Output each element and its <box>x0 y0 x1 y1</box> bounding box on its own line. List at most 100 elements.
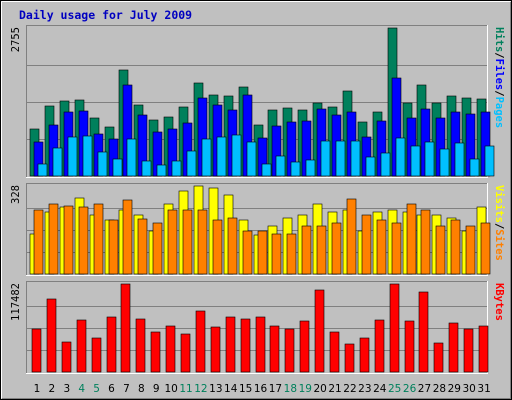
bar-sites-day-4 <box>78 206 89 275</box>
x-tick-label: 11 <box>179 383 192 395</box>
chart-title: Daily usage for July 2009 <box>19 8 192 22</box>
legend-entry: Files <box>493 59 505 91</box>
bar-sites-day-7 <box>122 199 133 275</box>
x-tick-label: 5 <box>93 383 100 395</box>
bar-pages-day-15 <box>246 141 257 177</box>
x-tick-label: 15 <box>239 383 252 395</box>
bar-pages-day-26 <box>410 145 421 177</box>
bar-pages-day-21 <box>335 140 346 177</box>
bar-kbytes-day-11 <box>180 333 191 373</box>
bar-sites-day-24 <box>376 219 387 275</box>
bar-sites-day-21 <box>331 222 342 275</box>
legend-entry: / <box>493 223 505 229</box>
bar-pages-day-5 <box>97 151 108 177</box>
bar-sites-day-29 <box>450 219 461 275</box>
bar-pages-day-13 <box>216 136 227 177</box>
bar-kbytes-day-29 <box>448 322 459 373</box>
x-tick-label: 23 <box>358 383 371 395</box>
x-tick-label: 10 <box>164 383 177 395</box>
x-tick-label: 12 <box>194 383 207 395</box>
panel-1: 2755 Hits/Files/Pages <box>10 25 505 178</box>
bar-pages-day-16 <box>261 163 272 177</box>
bar-sites-day-19 <box>301 225 312 275</box>
x-tick-label: 13 <box>209 383 222 395</box>
bar-pages-day-31 <box>484 145 495 177</box>
bar-kbytes-day-6 <box>106 316 117 373</box>
bar-sites-day-26 <box>406 203 417 275</box>
bar-sites-day-20 <box>316 225 327 275</box>
x-tick-label: 24 <box>373 383 387 395</box>
bar-pages-day-8 <box>141 160 152 177</box>
x-tick-label: 19 <box>299 383 312 395</box>
bar-kbytes-day-17 <box>269 325 280 373</box>
bar-pages-day-23 <box>365 156 376 177</box>
x-tick-label: 7 <box>123 383 130 395</box>
legend-entry: Pages <box>493 97 505 129</box>
bar-kbytes-day-23 <box>359 337 370 373</box>
bar-sites-day-23 <box>361 214 372 275</box>
x-tick-label: 26 <box>403 383 417 395</box>
bar-pages-day-18 <box>290 161 301 177</box>
x-tick-label: 20 <box>313 383 326 395</box>
x-tick-label: 22 <box>343 383 356 395</box>
bar-sites-day-13 <box>212 219 223 275</box>
bar-kbytes-day-18 <box>284 328 295 373</box>
legend-entry: Visits <box>493 185 505 223</box>
x-tick-label: 25 <box>388 383 401 395</box>
x-tick-label: 2 <box>49 383 56 395</box>
bar-pages-day-17 <box>275 155 286 177</box>
series-legend: Hits/Files/Pages <box>493 27 505 128</box>
x-tick-label: 31 <box>477 383 490 395</box>
bar-kbytes-day-16 <box>255 316 266 373</box>
bar-sites-day-17 <box>271 233 282 275</box>
x-tick-label: 6 <box>108 383 115 395</box>
bar-kbytes-day-14 <box>225 316 236 373</box>
x-tick-label: 30 <box>463 383 476 395</box>
y-max-label: 117482 <box>10 283 22 321</box>
bar-pages-day-11 <box>186 150 197 177</box>
bar-kbytes-day-3 <box>61 341 72 373</box>
x-tick-label: 21 <box>328 383 341 395</box>
bar-pages-day-12 <box>201 138 212 177</box>
bar-pages-day-3 <box>67 136 78 177</box>
bar-kbytes-day-26 <box>404 320 415 373</box>
bar-sites-day-18 <box>286 233 297 275</box>
bar-sites-day-5 <box>93 203 104 275</box>
bar-pages-day-4 <box>82 135 93 177</box>
bar-kbytes-day-20 <box>314 289 325 373</box>
bar-sites-day-28 <box>435 225 446 275</box>
bar-sites-day-16 <box>257 230 268 275</box>
bar-pages-day-29 <box>454 142 465 177</box>
bar-kbytes-day-2 <box>46 298 57 373</box>
bar-kbytes-day-12 <box>195 310 206 373</box>
legend-entry: / <box>493 90 505 96</box>
x-tick-label: 9 <box>153 383 160 395</box>
bar-pages-day-28 <box>439 148 450 177</box>
bar-sites-day-8 <box>137 218 148 275</box>
bar-kbytes-day-5 <box>91 337 102 373</box>
x-tick-label: 3 <box>63 383 70 395</box>
bar-pages-day-20 <box>320 140 331 177</box>
bar-sites-day-22 <box>346 198 357 275</box>
bar-sites-day-10 <box>167 209 178 275</box>
bar-pages-day-2 <box>52 147 63 177</box>
bar-sites-day-25 <box>391 222 402 275</box>
bar-pages-day-30 <box>469 158 480 177</box>
bar-kbytes-day-22 <box>344 343 355 373</box>
x-tick-label: 17 <box>269 383 282 395</box>
y-max-label: 328 <box>10 185 22 204</box>
x-tick-label: 18 <box>284 383 297 395</box>
bar-pages-day-27 <box>424 141 435 177</box>
panel-3: 117482 KBytes <box>10 281 505 374</box>
x-tick-label: 28 <box>433 383 446 395</box>
x-tick-label: 8 <box>138 383 145 395</box>
bar-sites-day-30 <box>465 225 476 275</box>
bar-sites-day-11 <box>182 209 193 275</box>
x-tick-label: 4 <box>78 383 85 395</box>
bar-sites-day-12 <box>197 209 208 275</box>
bar-kbytes-day-8 <box>135 318 146 373</box>
bar-kbytes-day-1 <box>31 328 42 373</box>
bar-kbytes-day-4 <box>76 319 87 373</box>
bar-pages-day-9 <box>156 164 167 177</box>
